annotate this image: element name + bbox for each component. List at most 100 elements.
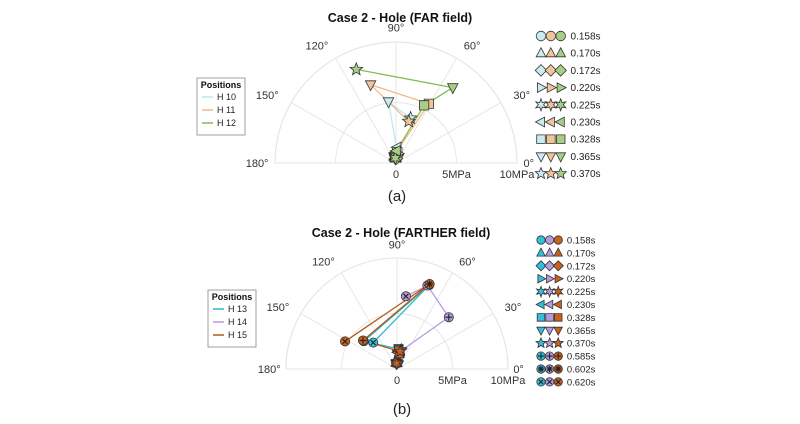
- key-marker: [543, 299, 554, 310]
- key-marker: [537, 273, 547, 284]
- angle-spoke: [290, 102, 397, 164]
- angle-spoke: [396, 313, 494, 370]
- key-marker: [546, 273, 556, 284]
- key-marker: [535, 46, 547, 58]
- data-point: [419, 100, 430, 111]
- key-marker: [537, 82, 548, 94]
- angle-spoke: [341, 272, 398, 370]
- radius-tick-label: 10MPa: [491, 375, 527, 387]
- time-label: 0.230s: [571, 118, 601, 129]
- data-point: [390, 356, 403, 371]
- data-point: [357, 335, 368, 346]
- angle-tick-label: 120°: [305, 41, 328, 53]
- radius-tick-label: 5MPa: [438, 375, 468, 387]
- key-marker: [535, 152, 547, 163]
- chart-title: Case 2 - Hole (FARTHER field): [312, 226, 491, 240]
- legend-title: Positions: [201, 80, 242, 90]
- angle-tick-label: 180°: [246, 158, 269, 170]
- data-point: [400, 291, 411, 302]
- time-label: 0.230s: [567, 300, 596, 311]
- radius-tick-label: 0: [394, 375, 400, 387]
- panel-a: Case 2 - Hole (FAR field) 0° 30° 60° 90° 120°…: [196, 11, 601, 181]
- panel-b: Case 2 - Hole (FARTHER field) 0° 30° 60° 90°…: [207, 226, 596, 388]
- caption-a: (a): [388, 188, 406, 205]
- angle-spoke: [335, 57, 397, 164]
- time-label: 0.365s: [571, 152, 601, 163]
- key-marker: [536, 235, 546, 245]
- data-point: [393, 344, 407, 358]
- time-label: 0.370s: [571, 169, 601, 180]
- angle-tick-label: 60°: [464, 41, 481, 53]
- time-marker-key: 0.158s 0.170s 0.172s 0.220s 0.225s 0.230s 0.32…: [534, 30, 601, 180]
- key-marker: [545, 313, 554, 322]
- key-marker: [536, 364, 546, 374]
- angle-spoke: [396, 272, 453, 370]
- data-point: [364, 80, 377, 92]
- key-marker: [543, 336, 556, 349]
- angle-tick-label: 150°: [267, 302, 290, 314]
- angle-tick-label: 90°: [389, 240, 406, 252]
- data-point: [388, 150, 403, 166]
- key-marker: [545, 46, 557, 58]
- key-marker: [553, 247, 564, 257]
- key-marker: [555, 46, 567, 58]
- data-point: [424, 279, 435, 290]
- key-marker: [545, 364, 555, 374]
- time-label: 0.172s: [567, 261, 596, 272]
- angle-tick-label: 0°: [524, 158, 535, 170]
- key-marker: [554, 116, 565, 128]
- key-marker: [534, 97, 548, 113]
- key-marker: [545, 235, 555, 245]
- time-label: 0.365s: [567, 326, 596, 337]
- data-point: [368, 337, 379, 348]
- key-marker: [553, 326, 564, 336]
- key-marker: [556, 134, 566, 144]
- key-marker: [535, 285, 547, 299]
- key-marker: [553, 166, 568, 180]
- angle-tick-label: 90°: [388, 22, 405, 34]
- time-label: 0.158s: [567, 236, 596, 247]
- key-marker: [554, 273, 564, 284]
- data-point: [443, 312, 454, 323]
- key-marker: [553, 351, 563, 361]
- key-marker: [546, 134, 556, 144]
- key-marker: [545, 30, 557, 42]
- key-marker: [544, 260, 556, 272]
- positions-legend: Positions H 10 H 11 H 12: [196, 77, 246, 136]
- legend-entry: H 11: [217, 105, 235, 115]
- key-marker: [544, 285, 556, 299]
- key-marker: [554, 64, 567, 77]
- key-marker: [545, 152, 557, 163]
- key-marker: [534, 166, 548, 180]
- data-point: [349, 61, 364, 76]
- time-label: 0.170s: [567, 248, 596, 259]
- legend-entry: H 12: [217, 118, 236, 128]
- key-marker: [544, 166, 558, 180]
- key-marker: [544, 326, 555, 336]
- legend-entry: H 14: [228, 317, 247, 327]
- radius-tick-label: 10MPa: [500, 169, 536, 181]
- key-marker: [534, 64, 548, 77]
- time-label: 0.170s: [571, 49, 601, 60]
- key-marker: [536, 313, 546, 322]
- key-marker: [546, 82, 558, 94]
- data-point: [389, 145, 401, 157]
- angle-tick-label: 150°: [256, 90, 279, 102]
- angle-tick-label: 180°: [258, 364, 281, 376]
- key-marker: [534, 336, 548, 349]
- legend-box: [196, 77, 246, 136]
- key-marker: [536, 247, 546, 257]
- time-label: 0.220s: [567, 274, 596, 285]
- key-marker: [552, 260, 564, 272]
- key-marker: [544, 97, 558, 112]
- key-marker: [555, 152, 567, 163]
- time-label: 0.225s: [571, 100, 601, 111]
- data-point: [340, 336, 351, 347]
- key-marker: [553, 364, 563, 374]
- key-marker: [553, 235, 563, 245]
- time-label: 0.220s: [571, 83, 601, 94]
- angle-spoke: [395, 57, 457, 164]
- key-marker: [556, 82, 568, 94]
- caption-b: (b): [393, 401, 411, 418]
- key-marker: [536, 134, 546, 144]
